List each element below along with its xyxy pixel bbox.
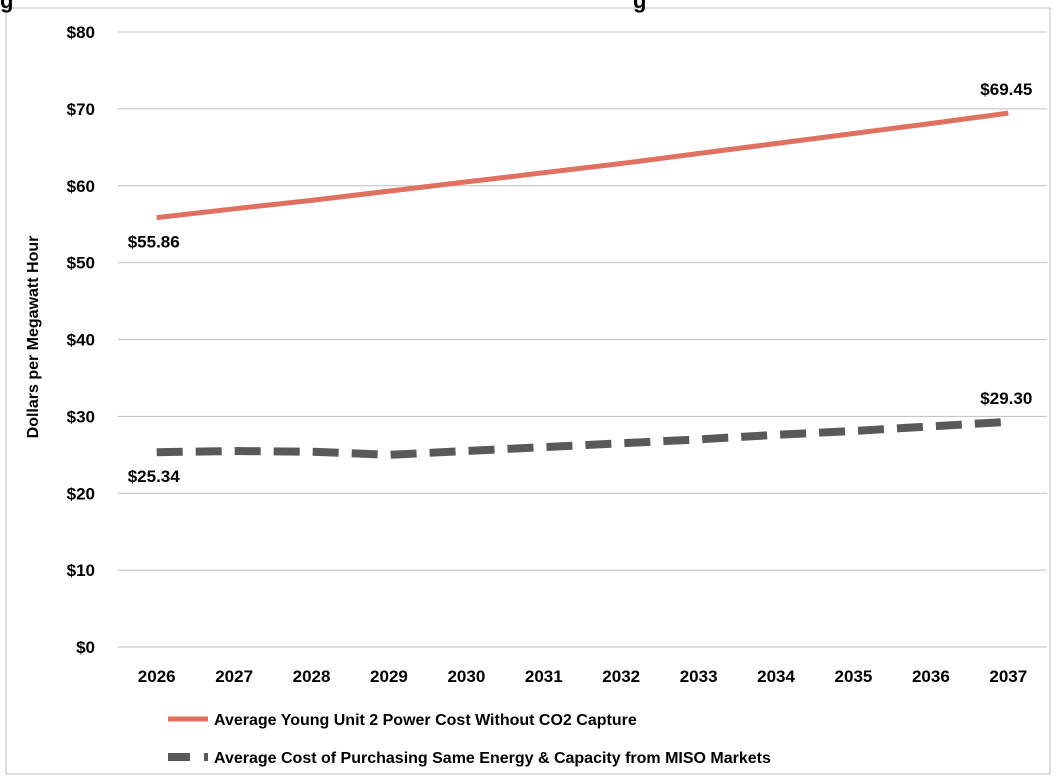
y-tick-label: $60 <box>67 177 95 196</box>
y-tick-label: $20 <box>67 484 95 503</box>
title-fragment-left: g <box>0 0 13 13</box>
x-tick-label: 2028 <box>293 667 331 686</box>
series-lines <box>156 110 1009 459</box>
y-tick-label: $70 <box>67 100 95 119</box>
data-label-end: $69.45 <box>980 80 1032 99</box>
legend-label-2: Average Cost of Purchasing Same Energy &… <box>214 750 771 767</box>
x-tick-label: 2036 <box>912 667 950 686</box>
x-tick-label: 2029 <box>370 667 408 686</box>
data-labels: $55.86 $69.45 $25.34 $29.30 <box>128 80 1033 486</box>
series-line-1 <box>156 110 1009 221</box>
y-tick-label: $0 <box>76 638 95 657</box>
x-tick-label: 2034 <box>757 667 795 686</box>
x-tick-label: 2035 <box>835 667 873 686</box>
series-line-2 <box>156 417 1009 459</box>
x-axis-ticks: 2026 2027 2028 2029 2030 2031 2032 2033 2034 2035… <box>138 667 1027 686</box>
y-tick-label: $10 <box>67 561 95 580</box>
legend: Average Young Unit 2 Power Cost Without … <box>168 712 771 767</box>
y-tick-label: $30 <box>67 407 95 426</box>
gridlines <box>118 31 1047 648</box>
y-tick-label: $40 <box>67 331 95 350</box>
x-tick-label: 2026 <box>138 667 176 686</box>
title-fragment-right: g <box>633 0 646 13</box>
data-label-end: $29.30 <box>980 389 1032 408</box>
y-tick-label: $50 <box>67 254 95 273</box>
data-label-start: $55.86 <box>128 233 180 252</box>
x-tick-label: 2030 <box>447 667 485 686</box>
data-label-start: $25.34 <box>128 467 181 486</box>
x-tick-label: 2031 <box>525 667 563 686</box>
y-axis-ticks: $0 $10 $20 $30 $40 $50 $60 $70 $80 <box>67 23 95 657</box>
x-tick-label: 2032 <box>602 667 640 686</box>
chart-border <box>5 7 1051 775</box>
y-axis-title: Dollars per Megawatt Hour <box>25 236 42 439</box>
x-tick-label: 2033 <box>680 667 718 686</box>
y-tick-label: $80 <box>67 23 95 42</box>
legend-label-1: Average Young Unit 2 Power Cost Without … <box>214 712 637 729</box>
x-tick-label: 2027 <box>215 667 253 686</box>
x-tick-label: 2037 <box>989 667 1027 686</box>
